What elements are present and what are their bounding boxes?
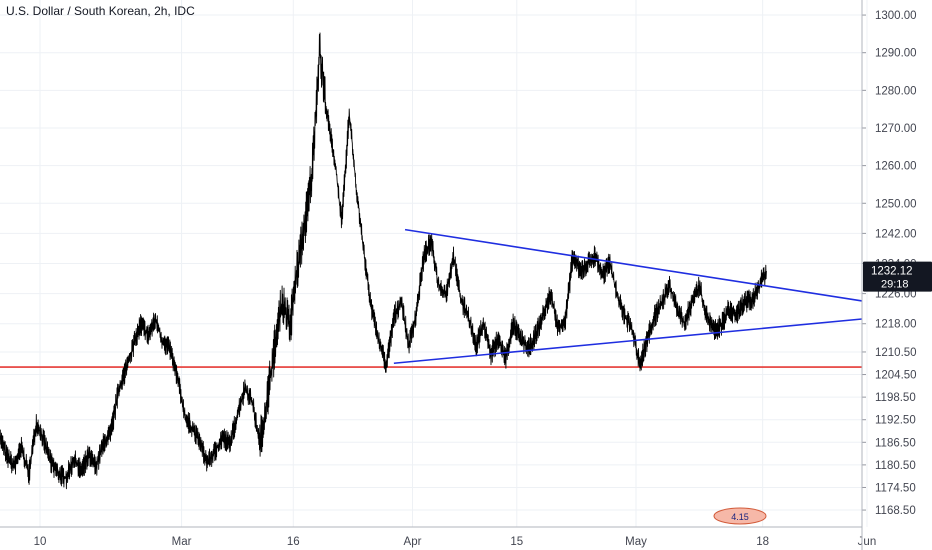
price-series-line — [0, 32, 767, 490]
x-tick-label: Jun — [858, 536, 877, 548]
y-tick-label: 1186.50 — [875, 437, 916, 449]
x-tick-label: 18 — [756, 536, 769, 548]
x-tick-label: Mar — [172, 536, 192, 548]
y-tick-label: 1250.00 — [875, 198, 917, 210]
y-tick-label: 1242.00 — [875, 228, 917, 240]
y-tick-label: 1198.50 — [875, 392, 916, 404]
trendline-layer — [393, 228, 863, 365]
logo-text: 4.15 — [731, 512, 749, 522]
y-tick-label: 1192.50 — [875, 415, 916, 427]
countdown-label: 29:18 — [881, 279, 909, 291]
y-tick-label: 1210.50 — [875, 347, 917, 359]
trendline — [393, 318, 863, 365]
y-tick-label: 1226.00 — [875, 289, 917, 301]
grid-layer — [0, 0, 868, 527]
y-tick-label: 1280.00 — [875, 85, 917, 97]
y-tick-label: 1174.50 — [875, 482, 916, 494]
x-tick-label: 10 — [34, 536, 47, 548]
last-price-label: 1232.12 — [871, 266, 913, 278]
y-tick-label: 1260.00 — [875, 161, 917, 173]
x-tick-label: Apr — [404, 536, 422, 548]
y-tick-label: 1300.00 — [875, 10, 917, 22]
last-price-badge — [863, 261, 932, 292]
price-series-layer — [0, 32, 767, 490]
x-tick-label: May — [625, 536, 647, 548]
trendline — [404, 228, 863, 302]
y-tick-label: 1204.50 — [875, 370, 917, 382]
logo-badge-icon — [713, 507, 767, 525]
y-tick-label: 1218.00 — [875, 319, 917, 331]
logo-layer: 4.15 — [713, 507, 767, 525]
x-tick-label: 16 — [287, 536, 300, 548]
y-tick-label: 1180.50 — [875, 460, 916, 472]
y-tick-label: 1168.50 — [875, 505, 916, 517]
y-tick-label: 1270.00 — [875, 123, 917, 135]
chart-title: U.S. Dollar / South Korean, 2h, IDC — [6, 4, 195, 18]
x-tick-label: 15 — [510, 536, 523, 548]
y-tick-label: 1290.00 — [875, 48, 917, 60]
